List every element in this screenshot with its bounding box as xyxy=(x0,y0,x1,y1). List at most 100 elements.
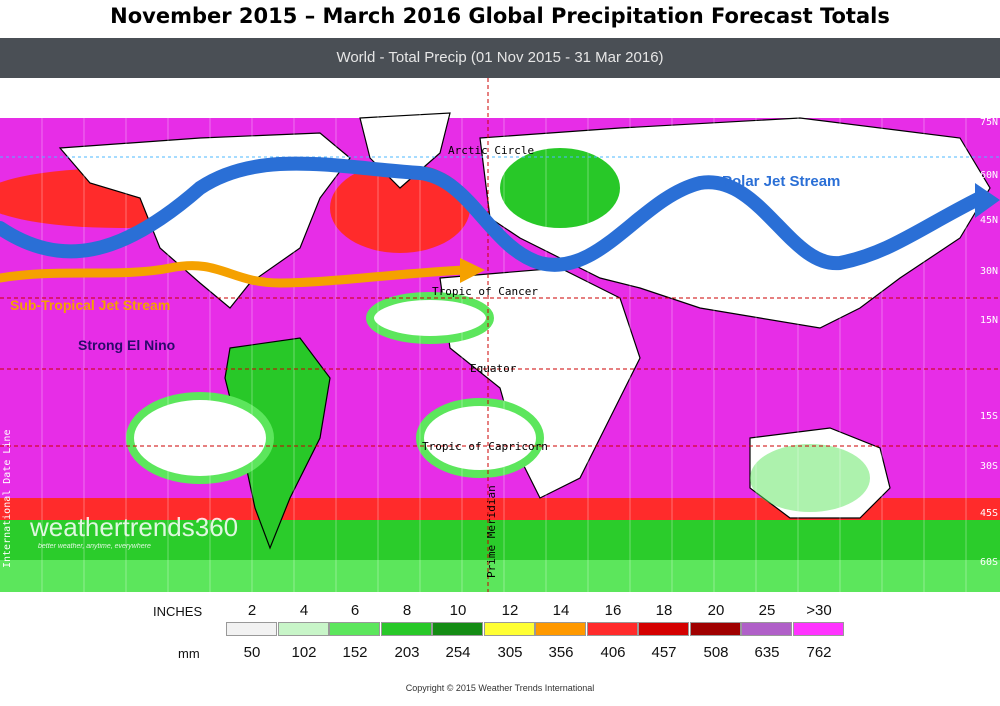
lon-label: 165E xyxy=(962,78,973,102)
legend-mm-value: 406 xyxy=(600,644,626,661)
south-pacific-dry xyxy=(126,392,274,484)
legend-mm-value: 305 xyxy=(497,644,523,661)
lon-label: 150E xyxy=(920,78,931,102)
map-header: World - Total Precip (01 Nov 2015 - 31 M… xyxy=(0,38,1000,78)
legend-inch-value: 14 xyxy=(552,602,570,619)
australia-rim xyxy=(750,444,870,512)
legend-swatch xyxy=(638,622,689,636)
watermark-tagline: better weather, anytime, everywhere xyxy=(38,543,151,550)
lon-label: 75E xyxy=(710,84,721,102)
prime-meridian-label: Prime Meridian xyxy=(485,485,498,578)
arctic-circle-label: Arctic Circle xyxy=(448,144,534,157)
lon-label: 90W xyxy=(248,83,259,102)
lat-label: 60N xyxy=(980,170,998,181)
lon-label: 0 xyxy=(500,96,511,102)
lon-label: 60W xyxy=(332,83,343,102)
watermark-brand: weathertrends360 xyxy=(29,512,238,542)
legend-inch-value: 10 xyxy=(449,602,467,619)
map-svg: 165W 150W 135W 120W 105W 90W 75W 60W 45W… xyxy=(0,78,1000,592)
north-atlantic-storm xyxy=(330,163,470,253)
legend-mm-value: 635 xyxy=(754,644,780,661)
southern-ocean-lightgreen xyxy=(0,560,1000,592)
legend-swatch xyxy=(793,622,844,636)
legend-inch-value: 12 xyxy=(501,602,519,619)
page-title: November 2015 – March 2016 Global Precip… xyxy=(110,4,890,28)
polar-jet-arrowhead xyxy=(975,183,1000,218)
subtropical-jet-arrowhead xyxy=(460,258,485,283)
legend-swatch xyxy=(690,622,741,636)
reference-labels: Arctic Circle Tropic of Cancer Equator T… xyxy=(2,144,548,578)
legend-swatch xyxy=(535,622,586,636)
legend-mm-value: 102 xyxy=(291,644,317,661)
tropic-cancer-label: Tropic of Cancer xyxy=(432,285,538,298)
lat-label: 30N xyxy=(980,266,998,277)
lon-label: 60E xyxy=(668,84,679,102)
legend-swatch xyxy=(381,622,432,636)
polar-jet-stream-arrow xyxy=(0,156,987,272)
copyright-text: Copyright © 2015 Weather Trends Internat… xyxy=(405,683,595,693)
el-nino-label: Strong El Nino xyxy=(78,337,175,353)
equator-label: Equator xyxy=(470,362,517,375)
date-line-label: International Date Line xyxy=(2,430,13,568)
legend-mm-value: 152 xyxy=(342,644,368,661)
europe-wet xyxy=(500,148,620,228)
legend-mm-label: mm xyxy=(178,646,200,661)
lon-label: 45W xyxy=(374,83,385,102)
lon-label: 90E xyxy=(752,84,763,102)
lon-label: 150W xyxy=(81,78,92,102)
legend-inch-value: 2 xyxy=(247,602,257,619)
legend-inch-value: >30 xyxy=(806,602,832,619)
lat-label: 15N xyxy=(980,315,998,326)
lon-label: 75W xyxy=(290,83,301,102)
lon-label: 15W xyxy=(458,83,469,102)
legend-swatch xyxy=(432,622,483,636)
legend-inch-value: 8 xyxy=(402,602,412,619)
lat-label: 30S xyxy=(980,461,998,472)
legend-swatch xyxy=(741,622,792,636)
precip-map[interactable]: 165W 150W 135W 120W 105W 90W 75W 60W 45W… xyxy=(0,78,1000,592)
legend-swatch xyxy=(587,622,638,636)
legend-mm-value: 356 xyxy=(548,644,574,661)
legend-swatch xyxy=(484,622,535,636)
longitude-labels: 165W 150W 135W 120W 105W 90W 75W 60W 45W… xyxy=(30,78,973,102)
lon-label: 120W xyxy=(164,78,175,102)
lon-label: 45E xyxy=(626,84,637,102)
legend-mm-value: 203 xyxy=(394,644,420,661)
lat-label: 45N xyxy=(980,215,998,226)
precip-legend: INCHES mm 2 50 4 102 6 152 8 203 10 254 12 305 14 356… xyxy=(0,594,1000,674)
legend-mm-value: 50 xyxy=(243,644,261,661)
graticule xyxy=(41,78,967,592)
legend-mm-value: 762 xyxy=(806,644,832,661)
north-atlantic-dry xyxy=(366,292,494,344)
legend-inches-label: INCHES xyxy=(153,604,203,619)
legend-mm-value: 457 xyxy=(651,644,677,661)
legend-inch-value: 6 xyxy=(350,602,360,619)
lat-label: 60S xyxy=(980,557,998,568)
legend-inch-value: 4 xyxy=(299,602,309,619)
legend-mm-value: 508 xyxy=(703,644,729,661)
lon-label: 105W xyxy=(206,78,217,102)
lon-label: 135W xyxy=(122,78,133,102)
legend-inch-value: 18 xyxy=(655,602,673,619)
lat-label: 75N xyxy=(980,117,998,128)
lon-label: 15E xyxy=(542,84,553,102)
lon-label: 105E xyxy=(794,78,805,102)
legend-inch-value: 16 xyxy=(604,602,622,619)
legend-swatch xyxy=(278,622,329,636)
legend-swatch xyxy=(329,622,380,636)
tropic-capricorn-label: Tropic of Capricorn xyxy=(422,440,548,453)
subtropical-jet-label: Sub-Tropical Jet Stream xyxy=(10,297,170,313)
polar-jet-label: Polar Jet Stream xyxy=(722,173,840,190)
south-atlantic-dry xyxy=(416,398,544,478)
legend-inch-value: 25 xyxy=(758,602,776,619)
lat-label: 15S xyxy=(980,411,998,422)
legend-swatch xyxy=(226,622,277,636)
arctic-band xyxy=(0,78,1000,118)
lon-label: 30E xyxy=(584,84,595,102)
latitude-labels: 75N 60N 45N 30N 15N 15S 30S 45S 60S xyxy=(980,117,998,568)
southern-ocean-red xyxy=(0,498,1000,520)
legend-inch-value: 20 xyxy=(707,602,725,619)
subtropical-jet-stream-arrow xyxy=(0,261,470,288)
lon-label: 135E xyxy=(878,78,889,102)
legend-mm-value: 254 xyxy=(445,644,471,661)
